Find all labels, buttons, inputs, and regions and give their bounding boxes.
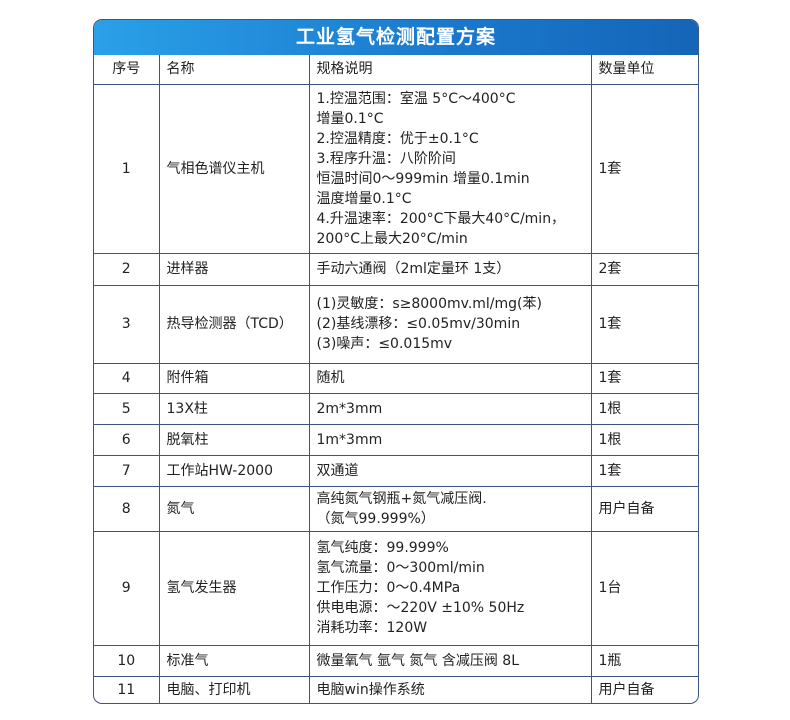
item-name: 进样器	[158, 252, 310, 286]
item-spec: 1.控温范围：室温 5°C～400°C 增量0.1°C 2.控温精度：优于±0.1°…	[308, 83, 592, 254]
table-row: 11 电脑、打印机 电脑win操作系统 用户自备	[94, 675, 698, 703]
item-quantity: 1套	[590, 454, 698, 487]
spec-line: 氢气纯度：99.999%	[316, 540, 449, 556]
table-row: 1 气相色谱仪主机 1.控温范围：室温 5°C～400°C 增量0.1°C 2.控温精度…	[94, 83, 698, 254]
item-quantity: 1套	[590, 284, 698, 364]
table-row: 4 附件箱 随机 1套	[94, 362, 698, 394]
spec-line: 氢气流量：0～300ml/min	[316, 560, 485, 576]
item-quantity: 1根	[590, 392, 698, 425]
row-number: 7	[94, 454, 160, 487]
table-row: 5 13X柱 2m*3mm 1根	[94, 392, 698, 425]
item-spec: 2m*3mm	[308, 392, 592, 425]
item-name: 热导检测器（TCD）	[158, 284, 310, 364]
spec-line: 3.程序升温：八阶阶间	[316, 150, 456, 167]
table-row: 6 脱氧柱 1m*3mm 1根	[94, 423, 698, 456]
item-spec: (1)灵敏度：s≥8000mv.ml/mg(苯) (2)基线漂移：≤0.05mv/…	[308, 284, 592, 364]
table-row: 3 热导检测器（TCD） (1)灵敏度：s≥8000mv.ml/mg(苯) (2)基线…	[94, 284, 698, 364]
row-number: 8	[94, 485, 160, 532]
item-spec: 高纯氮气钢瓶+氮气减压阀. （氮气99.999%）	[308, 485, 592, 532]
row-number: 11	[94, 675, 160, 703]
item-quantity: 1根	[590, 423, 698, 456]
item-spec: 随机	[308, 362, 592, 394]
table-title: 工业氢气检测配置方案	[94, 20, 698, 55]
spec-line: 手动六通阀（2ml定量环 1支）	[316, 261, 511, 277]
item-quantity: 1台	[590, 530, 698, 646]
spec-line: 增量0.1°C	[316, 110, 384, 127]
spec-line: 2m*3mm	[316, 400, 383, 417]
item-quantity: 1套	[590, 362, 698, 394]
item-name: 电脑、打印机	[158, 675, 310, 703]
spec-line: 1m*3mm	[316, 431, 383, 448]
item-name: 氢气发生器	[158, 530, 310, 646]
item-name: 工作站HW-2000	[158, 454, 310, 487]
item-quantity: 用户自备	[590, 485, 698, 532]
spec-line: 2.控温精度：优于±0.1°C	[316, 130, 479, 147]
table-row: 8 氮气 高纯氮气钢瓶+氮气减压阀. （氮气99.999%） 用户自备	[94, 485, 698, 532]
item-quantity: 1套	[590, 83, 698, 254]
spec-line: 恒温时间0～999min 增量0.1min	[316, 170, 530, 187]
item-spec: 电脑win操作系统	[308, 675, 592, 703]
item-name: 13X柱	[158, 392, 310, 425]
spec-line: (1)灵敏度：s≥8000mv.ml/mg(苯)	[316, 296, 542, 312]
item-spec: 双通道	[308, 454, 592, 487]
row-number: 3	[94, 284, 160, 364]
spec-line: 供电电源：～220V ±10% 50Hz	[316, 600, 525, 616]
spec-line: （氮气99.999%）	[316, 510, 435, 527]
item-quantity: 1瓶	[590, 644, 698, 677]
spec-line: 随机	[316, 370, 345, 386]
header-no: 序号	[94, 55, 160, 85]
item-spec: 1m*3mm	[308, 423, 592, 456]
item-quantity: 用户自备	[590, 675, 698, 703]
row-number: 5	[94, 392, 160, 425]
spec-line: 1.控温范围：室温 5°C～400°C	[316, 90, 516, 107]
header-name: 名称	[158, 55, 310, 85]
row-number: 2	[94, 252, 160, 286]
item-name: 氮气	[158, 485, 310, 532]
spec-line: (2)基线漂移：≤0.05mv/30min	[316, 316, 521, 332]
config-table-card: 工业氢气检测配置方案 序号 名称 规格说明 数量单位 1 气相色谱仪主机 1.控温范…	[93, 19, 699, 704]
header-qty: 数量单位	[590, 55, 698, 85]
spec-line: 温度增量0.1°C	[316, 190, 412, 207]
spec-line: 微量氧气 氩气 氮气 含减压阀 8L	[316, 652, 520, 669]
table-row: 9 氢气发生器 氢气纯度：99.999% 氢气流量：0～300ml/min 工作压力：0…	[94, 530, 698, 646]
spec-line: 4.升温速率：200°C下最大40°C/min，	[316, 210, 566, 227]
item-name: 脱氧柱	[158, 423, 310, 456]
config-table: 序号 名称 规格说明 数量单位 1 气相色谱仪主机 1.控温范围：室温 5°C～40…	[94, 55, 698, 703]
spec-line: 消耗功率：120W	[316, 620, 428, 636]
table-row: 2 进样器 手动六通阀（2ml定量环 1支） 2套	[94, 252, 698, 286]
item-spec: 氢气纯度：99.999% 氢气流量：0～300ml/min 工作压力：0～0.4MP…	[308, 530, 592, 646]
row-number: 4	[94, 362, 160, 394]
spec-line: 双通道	[316, 462, 359, 479]
header-spec: 规格说明	[308, 55, 592, 85]
item-spec: 手动六通阀（2ml定量环 1支）	[308, 252, 592, 286]
spec-line: (3)噪声：≤0.015mv	[316, 336, 453, 352]
spec-line: 电脑win操作系统	[316, 681, 425, 698]
table-row: 10 标准气 微量氧气 氩气 氮气 含减压阀 8L 1瓶	[94, 644, 698, 677]
item-name: 附件箱	[158, 362, 310, 394]
item-spec: 微量氧气 氩气 氮气 含减压阀 8L	[308, 644, 592, 677]
spec-line: 工作压力：0～0.4MPa	[316, 580, 461, 596]
item-name: 标准气	[158, 644, 310, 677]
row-number: 9	[94, 530, 160, 646]
table-row: 7 工作站HW-2000 双通道 1套	[94, 454, 698, 487]
item-name: 气相色谱仪主机	[158, 83, 310, 254]
row-number: 10	[94, 644, 160, 677]
spec-line: 200°C上最大20°C/min	[316, 230, 468, 247]
row-number: 1	[94, 83, 160, 254]
item-quantity: 2套	[590, 252, 698, 286]
header-row: 序号 名称 规格说明 数量单位	[94, 55, 698, 85]
spec-line: 高纯氮气钢瓶+氮气减压阀.	[316, 490, 487, 507]
row-number: 6	[94, 423, 160, 456]
